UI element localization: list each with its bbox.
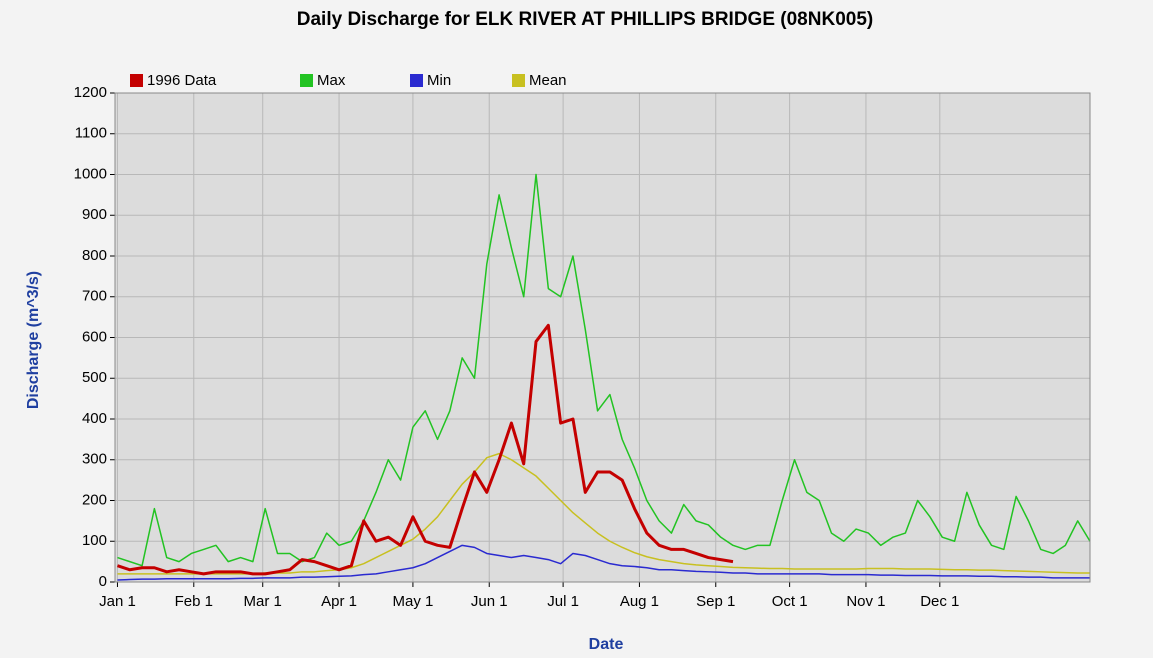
x-tick-label: Feb 1 [175, 593, 213, 610]
x-tick-label: Jan 1 [99, 593, 136, 610]
y-tick-label: 300 [82, 451, 107, 468]
y-tick-label: 500 [82, 369, 107, 386]
x-tick-label: Aug 1 [620, 593, 659, 610]
x-tick-label: Sep 1 [696, 593, 735, 610]
y-tick-label: 1200 [74, 84, 107, 101]
y-tick-label: 200 [82, 491, 107, 508]
x-tick-label: May 1 [392, 593, 433, 610]
legend-label: 1996 Data [147, 72, 217, 89]
y-tick-label: 1000 [74, 165, 107, 182]
y-tick-label: 900 [82, 206, 107, 223]
x-tick-label: Apr 1 [321, 593, 357, 610]
y-tick-label: 700 [82, 288, 107, 305]
x-axis-label: Date [589, 636, 624, 653]
chart-title: Daily Discharge for ELK RIVER AT PHILLIP… [297, 9, 873, 30]
legend-swatch [130, 74, 143, 87]
x-tick-label: Jun 1 [471, 593, 508, 610]
series-line [117, 452, 1090, 575]
y-tick-label: 1100 [75, 125, 107, 142]
legend-label: Mean [529, 72, 567, 89]
y-tick-label: 800 [82, 247, 107, 264]
x-tick-label: Oct 1 [772, 593, 808, 610]
legend-swatch [410, 74, 423, 87]
legend-swatch [300, 74, 313, 87]
legend-label: Min [427, 72, 451, 89]
plot-border [114, 92, 1091, 583]
y-axis-label: Discharge (m^3/s) [25, 271, 42, 409]
x-tick-label: Mar 1 [244, 593, 282, 610]
legend-swatch [512, 74, 525, 87]
x-tick-label: Nov 1 [846, 593, 885, 610]
y-tick-label: 400 [82, 410, 107, 427]
series-line [117, 544, 1090, 581]
y-tick-label: 600 [82, 328, 107, 345]
legend-label: Max [317, 72, 346, 89]
series-line [116, 323, 734, 576]
y-tick-label: 100 [82, 532, 107, 549]
y-tick-label: 0 [99, 573, 107, 590]
series-line [117, 173, 1091, 567]
x-tick-label: Dec 1 [920, 593, 959, 610]
x-tick-label: Jul 1 [547, 593, 579, 610]
